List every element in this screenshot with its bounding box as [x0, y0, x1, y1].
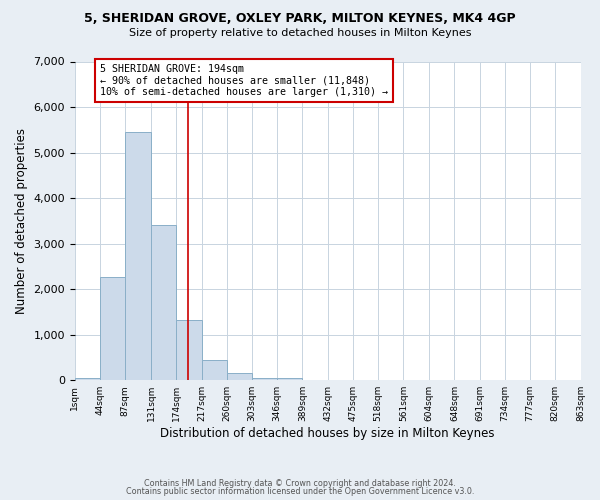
Text: 5 SHERIDAN GROVE: 194sqm
← 90% of detached houses are smaller (11,848)
10% of se: 5 SHERIDAN GROVE: 194sqm ← 90% of detach… [100, 64, 388, 97]
Bar [202, 360, 227, 380]
Bar [125, 132, 151, 380]
Bar [151, 226, 176, 380]
Bar [252, 378, 277, 380]
Text: Contains public sector information licensed under the Open Government Licence v3: Contains public sector information licen… [126, 487, 474, 496]
Bar [227, 373, 252, 380]
Bar [176, 320, 202, 380]
X-axis label: Distribution of detached houses by size in Milton Keynes: Distribution of detached houses by size … [160, 427, 495, 440]
Text: Contains HM Land Registry data © Crown copyright and database right 2024.: Contains HM Land Registry data © Crown c… [144, 478, 456, 488]
Text: Size of property relative to detached houses in Milton Keynes: Size of property relative to detached ho… [129, 28, 471, 38]
Bar [277, 378, 302, 380]
Text: 5, SHERIDAN GROVE, OXLEY PARK, MILTON KEYNES, MK4 4GP: 5, SHERIDAN GROVE, OXLEY PARK, MILTON KE… [84, 12, 516, 26]
Bar [75, 378, 100, 380]
Bar [100, 277, 125, 380]
Y-axis label: Number of detached properties: Number of detached properties [15, 128, 28, 314]
